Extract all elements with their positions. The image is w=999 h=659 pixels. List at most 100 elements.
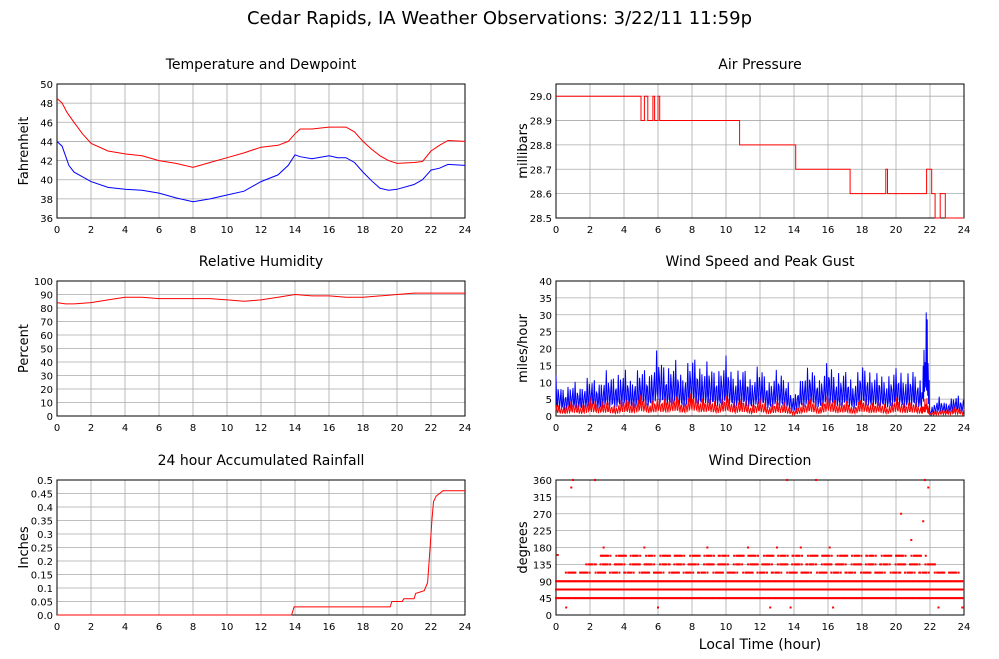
data-point	[651, 580, 654, 583]
data-point	[709, 597, 712, 600]
data-point	[880, 554, 883, 557]
data-point	[879, 588, 882, 591]
data-point	[806, 597, 809, 600]
y-tick-label: 10	[539, 378, 552, 389]
data-point	[627, 588, 630, 591]
data-point	[594, 588, 597, 591]
data-point	[744, 588, 747, 591]
data-point	[712, 554, 715, 557]
data-point	[791, 554, 794, 557]
data-point	[958, 597, 961, 600]
data-point	[762, 580, 765, 583]
data-point	[575, 588, 578, 591]
x-tick-label: 12	[754, 622, 767, 633]
x-tick-label: 24	[958, 423, 971, 434]
data-point	[747, 563, 750, 566]
data-point	[633, 580, 636, 583]
data-point	[881, 571, 884, 574]
data-point	[765, 580, 768, 583]
data-point	[894, 571, 897, 574]
data-point	[564, 571, 567, 574]
data-point	[568, 580, 571, 583]
data-point	[825, 580, 828, 583]
data-point	[909, 597, 912, 600]
data-point	[694, 597, 697, 600]
data-point	[859, 597, 862, 600]
data-point	[895, 571, 898, 574]
data-point	[574, 588, 577, 591]
data-point	[596, 571, 599, 574]
data-point	[710, 554, 713, 557]
data-point	[734, 597, 737, 600]
data-point	[812, 554, 815, 557]
data-point	[881, 580, 884, 583]
data-point	[663, 563, 666, 566]
data-point	[620, 563, 623, 566]
data-point	[873, 597, 876, 600]
data-point	[618, 563, 621, 566]
data-point	[931, 563, 934, 566]
data-point	[886, 563, 889, 566]
data-point	[741, 563, 744, 566]
x-tick-label: 16	[323, 622, 336, 633]
data-point	[951, 588, 954, 591]
data-point	[747, 554, 750, 557]
data-point	[917, 588, 920, 591]
data-point	[885, 580, 888, 583]
data-point	[719, 597, 722, 600]
data-point	[739, 580, 742, 583]
data-point	[668, 563, 671, 566]
data-point	[920, 597, 923, 600]
data-point	[804, 580, 807, 583]
data-point	[682, 563, 685, 566]
chart-title: Temperature and Dewpoint	[165, 57, 357, 73]
data-point	[671, 597, 674, 600]
data-point	[863, 580, 866, 583]
x-tick-label: 12	[255, 423, 268, 434]
data-point	[599, 571, 602, 574]
data-point	[783, 580, 786, 583]
data-point	[860, 580, 863, 583]
data-point	[634, 597, 637, 600]
data-point	[715, 588, 718, 591]
data-point	[718, 580, 721, 583]
y-tick-label: 40	[40, 176, 53, 187]
data-point	[952, 580, 955, 583]
data-point	[834, 571, 837, 574]
data-point	[920, 580, 923, 583]
data-point	[798, 597, 801, 600]
data-point	[681, 597, 684, 600]
data-point	[613, 563, 616, 566]
x-tick-label: 2	[587, 423, 593, 434]
data-point	[828, 597, 831, 600]
data-point	[830, 554, 833, 557]
y-tick-label: 20	[40, 385, 53, 396]
data-point	[559, 597, 562, 600]
data-point	[578, 580, 581, 583]
data-point	[679, 554, 682, 557]
data-point	[661, 554, 664, 557]
data-point	[847, 588, 850, 591]
data-point	[665, 580, 668, 583]
data-point	[848, 571, 851, 574]
data-point	[880, 563, 883, 566]
data-point	[760, 597, 763, 600]
data-point	[659, 580, 662, 583]
data-point	[594, 479, 597, 481]
data-point	[927, 563, 930, 566]
data-point	[672, 580, 675, 583]
data-point	[862, 588, 865, 591]
data-point	[687, 571, 690, 574]
data-point	[901, 588, 904, 591]
data-point	[652, 597, 655, 600]
data-point	[961, 588, 964, 591]
data-point	[608, 571, 611, 574]
data-point	[575, 580, 578, 583]
data-point	[673, 563, 676, 566]
data-point	[647, 580, 650, 583]
data-point	[588, 580, 591, 583]
data-point	[729, 580, 732, 583]
data-point	[767, 554, 770, 557]
data-point	[798, 563, 801, 566]
data-point	[587, 563, 590, 566]
